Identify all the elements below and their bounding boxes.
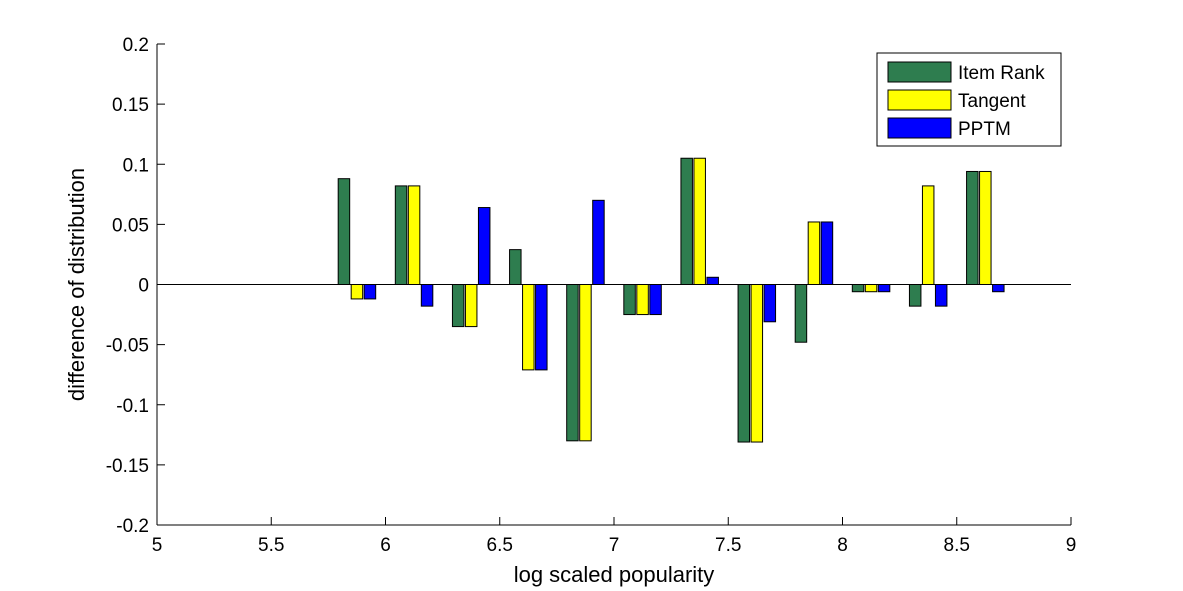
bar-pptm [535, 284, 548, 371]
bar-pptm [363, 284, 377, 300]
bar-tangent [693, 157, 706, 285]
bar-item-rank [623, 284, 636, 316]
bar-item-rank [851, 284, 865, 293]
bar-item-rank [794, 284, 808, 343]
bar-item-rank [451, 284, 465, 328]
bar-pptm [820, 221, 834, 285]
x-tick-label: 8.5 [944, 535, 970, 556]
bars [337, 157, 1005, 443]
bar-tangent [636, 284, 649, 316]
bar-item-rank [509, 249, 522, 286]
bar-tangent [864, 284, 878, 293]
y-tick-label: -0.15 [106, 456, 149, 477]
bar-pptm [592, 199, 605, 285]
bar-item-rank [908, 284, 922, 307]
x-tick-label: 5.5 [258, 535, 284, 556]
legend-swatch [887, 61, 952, 83]
bar-tangent [407, 185, 421, 286]
bar-tangent [979, 170, 992, 285]
bar-pptm [477, 207, 491, 285]
y-tick-label: 0.05 [112, 215, 149, 236]
x-tick-label: 9 [1066, 535, 1077, 556]
x-tick-label: 6 [380, 535, 391, 556]
bar-item-rank [737, 284, 751, 443]
x-tick-label: 7.5 [715, 535, 741, 556]
y-axis-label: difference of distribution [64, 168, 89, 401]
y-tick-label: 0.1 [123, 155, 149, 176]
bar-item-rank [966, 170, 979, 285]
bar-item-rank [680, 157, 693, 285]
bar-pptm [992, 284, 1005, 293]
y-tick-label: 0.15 [112, 95, 149, 116]
legend-label: PPTM [958, 119, 1011, 140]
bar-item-rank [394, 185, 408, 286]
x-axis: 5 5.5 6 6.5 7 7.5 8 8.5 9 [152, 517, 1077, 556]
legend-label: Tangent [958, 91, 1026, 112]
bar-tangent [464, 284, 478, 328]
bar-tangent [807, 221, 821, 285]
y-tick-label: 0 [138, 276, 149, 297]
bar-tangent [750, 284, 764, 443]
bar-pptm [934, 284, 948, 307]
bar-pptm [649, 284, 662, 316]
legend-swatch [887, 117, 952, 139]
bar-pptm [877, 284, 891, 293]
bar-tangent [350, 284, 364, 300]
bar-pptm [763, 284, 777, 323]
bar-item-rank [566, 284, 579, 442]
x-tick-label: 7 [609, 535, 620, 556]
x-tick-label: 5 [152, 535, 163, 556]
x-tick-label: 8 [837, 535, 848, 556]
legend-swatch [887, 89, 952, 111]
y-tick-label: -0.2 [116, 516, 149, 537]
bar-item-rank [337, 178, 351, 285]
y-axis: -0.2 -0.15 -0.1 -0.05 0 0.05 0.1 0.15 0.2 [106, 35, 165, 537]
bar-tangent [579, 284, 592, 442]
bar-pptm [706, 276, 719, 286]
y-tick-label: 0.2 [123, 35, 149, 56]
bar-tangent [921, 185, 935, 286]
bar-tangent [522, 284, 535, 371]
legend-label: Item Rank [958, 63, 1045, 84]
legend: Item Rank Tangent PPTM [876, 52, 1062, 147]
x-tick-label: 6.5 [487, 535, 513, 556]
y-tick-label: -0.05 [106, 336, 149, 357]
y-tick-label: -0.1 [116, 396, 149, 417]
x-axis-label: log scaled popularity [514, 562, 715, 587]
bar-pptm [420, 284, 434, 307]
